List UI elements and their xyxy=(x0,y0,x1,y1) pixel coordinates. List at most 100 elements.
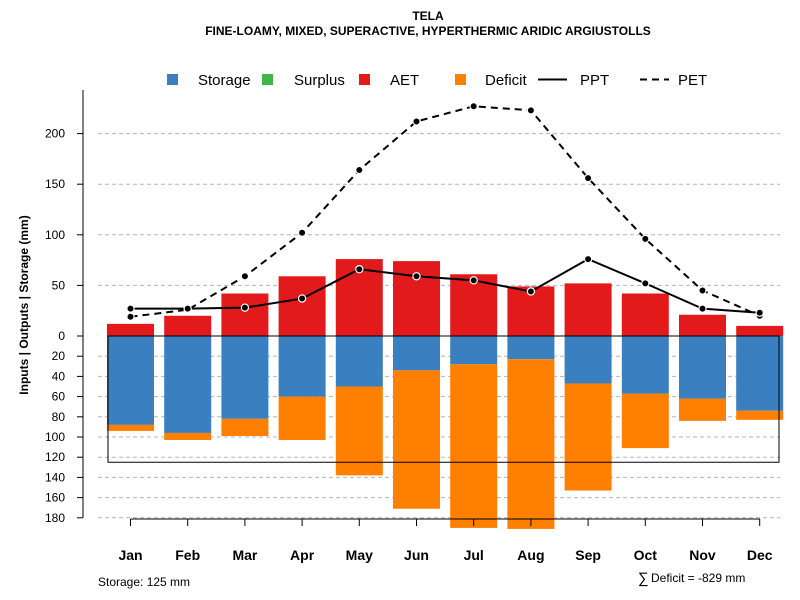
y-tick-label-lower-160: 160 xyxy=(45,491,65,505)
aet-bar-Jul xyxy=(450,274,498,336)
aet-bar-Apr xyxy=(278,276,326,336)
ppt-point-May xyxy=(355,265,364,274)
ppt-point-Dec xyxy=(755,308,764,317)
pet-point-Jun xyxy=(412,117,421,126)
storage-bar-Mar xyxy=(221,336,269,419)
y-tick-label-lower-180: 180 xyxy=(45,511,65,525)
deficit-bar-Dec xyxy=(736,410,784,420)
y-tick-label-upper-100: 100 xyxy=(45,228,65,242)
storage-bar-Sep xyxy=(564,336,612,384)
deficit-note: Deficit = -829 mm xyxy=(651,571,745,585)
y-tick-label-lower-80: 80 xyxy=(52,410,66,424)
x-tick-label-Nov: Nov xyxy=(689,547,716,563)
storage-bar-Jan xyxy=(107,336,154,425)
ppt-line xyxy=(130,257,760,314)
y-tick-label-upper-0: 0 xyxy=(58,329,65,343)
legend-swatch-aet xyxy=(359,74,370,85)
aet-bar-Nov xyxy=(679,314,726,336)
lines xyxy=(126,102,764,321)
storage-bar-Apr xyxy=(278,336,326,397)
y-tick-label-lower-120: 120 xyxy=(45,450,65,464)
x-tick-label-Jun: Jun xyxy=(404,547,429,563)
aet-bar-Mar xyxy=(221,293,269,336)
y-axis-label-text: Inputs | Outputs | Storage (mm) xyxy=(17,215,31,394)
deficit-bar-Aug xyxy=(507,359,555,529)
deficit-note-symbol: ∑ xyxy=(638,570,649,587)
pet-point-Jul xyxy=(469,102,478,111)
legend-swatch-deficit xyxy=(455,74,466,85)
pet-point-Mar xyxy=(240,272,250,281)
x-tick-label-Dec: Dec xyxy=(747,547,773,563)
deficit-bar-Feb xyxy=(164,432,212,441)
ppt-point-Jun xyxy=(412,272,421,281)
pet-point-May xyxy=(355,165,364,175)
y-tick-label-upper-150: 150 xyxy=(45,177,65,191)
ppt-point-Feb xyxy=(183,304,192,313)
aet-bar-Oct xyxy=(621,293,669,336)
storage-bar-May xyxy=(335,336,383,387)
ppt-point-Oct xyxy=(641,279,650,288)
bars xyxy=(107,259,784,529)
axes: 0 50 100 150 200 20 40 60 80 100 120 140 160 180 Jan Fe… xyxy=(45,90,773,563)
y-tick-label-lower-20: 20 xyxy=(52,349,66,363)
x-tick-label-Jul: Jul xyxy=(464,547,484,563)
ppt-point-Jul xyxy=(469,276,478,285)
deficit-bar-May xyxy=(335,386,383,476)
aet-bar-Feb xyxy=(164,315,212,336)
x-tick-label-Mar: Mar xyxy=(232,547,257,563)
x-tick-label-Aug: Aug xyxy=(517,547,544,563)
x-tick-label-Sep: Sep xyxy=(575,547,601,563)
pet-point-Jan xyxy=(126,312,135,321)
legend: Storage Surplus AET Deficit PPT PET xyxy=(167,72,707,89)
deficit-bar-Apr xyxy=(278,396,326,441)
chart-subtitle: FINE-LOAMY, MIXED, SUPERACTIVE, HYPERTHE… xyxy=(205,24,651,38)
ppt-point-Apr xyxy=(297,294,307,303)
ppt-point-Nov xyxy=(698,304,707,313)
legend-label-aet: AET xyxy=(390,72,419,89)
y-tick-label-lower-60: 60 xyxy=(52,390,66,404)
legend-label-storage: Storage xyxy=(198,72,251,89)
deficit-bar-Sep xyxy=(564,383,612,491)
x-tick-label-Oct: Oct xyxy=(634,547,658,563)
pet-point-Oct xyxy=(641,234,650,244)
deficit-bar-Jul xyxy=(450,364,498,528)
y-tick-label-lower-140: 140 xyxy=(45,470,65,484)
legend-label-deficit: Deficit xyxy=(485,72,528,89)
storage-bar-Dec xyxy=(736,336,784,411)
aet-bar-Jan xyxy=(107,323,154,336)
legend-label-surplus: Surplus xyxy=(294,72,345,89)
ppt-point-Aug xyxy=(526,287,536,296)
pet-point-Aug xyxy=(526,106,536,115)
pet-point-Sep xyxy=(583,173,593,183)
deficit-bar-Mar xyxy=(221,418,269,436)
y-tick-label-upper-200: 200 xyxy=(45,127,65,141)
x-tick-label-Feb: Feb xyxy=(175,547,200,563)
aet-bar-Dec xyxy=(736,325,784,336)
x-tick-label-Apr: Apr xyxy=(290,547,315,563)
legend-swatch-storage xyxy=(167,74,178,85)
storage-bar-Nov xyxy=(679,336,726,399)
storage-note: Storage: 125 mm xyxy=(98,575,190,589)
storage-bar-Jun xyxy=(393,336,440,371)
deficit-bar-Nov xyxy=(679,398,726,421)
ppt-point-Mar xyxy=(240,303,250,312)
pet-line xyxy=(130,105,761,318)
deficit-bar-Jun xyxy=(393,370,440,509)
x-tick-label-Jan: Jan xyxy=(118,547,142,563)
y-tick-label-lower-40: 40 xyxy=(52,369,66,383)
chart-title: TELA xyxy=(412,9,444,23)
y-tick-label-upper-50: 50 xyxy=(52,278,66,292)
pet-point-Apr xyxy=(297,228,307,237)
storage-bar-Oct xyxy=(621,336,669,394)
storage-bar-Aug xyxy=(507,336,555,360)
ppt-point-Jan xyxy=(126,304,135,313)
deficit-bar-Jan xyxy=(107,424,154,431)
y-tick-label-lower-100: 100 xyxy=(45,430,65,444)
storage-bar-Jul xyxy=(450,336,498,365)
storage-bar-Feb xyxy=(164,336,212,433)
deficit-bar-Oct xyxy=(621,393,669,449)
aet-bar-Sep xyxy=(564,283,612,336)
x-tick-label-May: May xyxy=(346,547,373,563)
